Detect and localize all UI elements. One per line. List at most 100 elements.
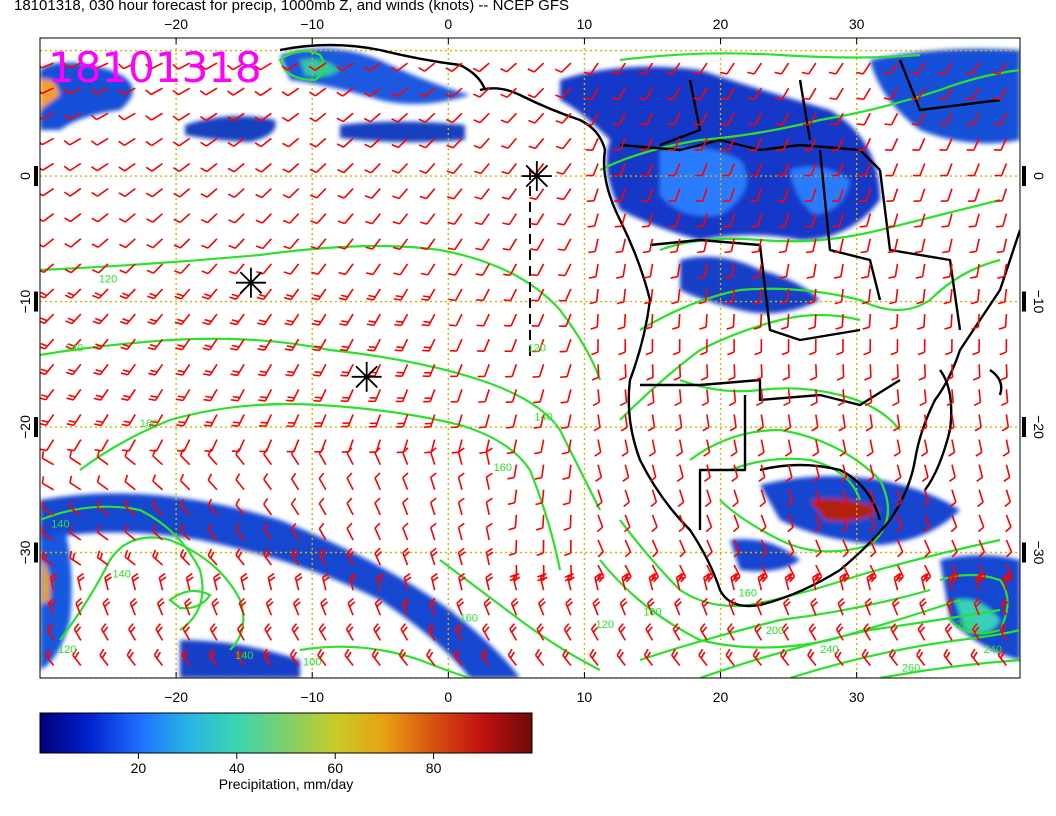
wind-barb xyxy=(282,188,300,199)
colorbar-tick-label: 40 xyxy=(229,760,245,776)
barb-flag xyxy=(540,572,547,579)
wind-barb xyxy=(199,112,218,122)
barb-flag xyxy=(77,572,84,579)
contour-label: 160 xyxy=(494,462,512,474)
barb-flag xyxy=(184,626,191,633)
barb-flag xyxy=(642,250,650,254)
barb-staff xyxy=(563,238,572,251)
barb-staff xyxy=(290,313,300,326)
barb-staff xyxy=(537,288,545,302)
barb-staff xyxy=(178,162,191,173)
wind-barb xyxy=(614,188,627,202)
barb-staff xyxy=(561,62,572,73)
barb-flag xyxy=(618,623,624,630)
barb-staff xyxy=(949,263,953,277)
barb-staff xyxy=(181,363,191,376)
wind-barb xyxy=(456,597,465,616)
barb-flag xyxy=(701,401,709,407)
barb-flag xyxy=(40,342,48,347)
barb-staff xyxy=(131,577,137,591)
barb-staff xyxy=(457,451,463,465)
barb-flag xyxy=(564,552,572,557)
wind-barb xyxy=(65,363,82,376)
barb-flag xyxy=(182,551,187,559)
barb-staff xyxy=(759,314,763,328)
barb-staff xyxy=(920,213,926,227)
wind-barb xyxy=(321,572,330,591)
barb-staff xyxy=(104,577,109,591)
wind-barb xyxy=(91,238,109,249)
barb-staff xyxy=(429,389,436,402)
barb-staff xyxy=(235,554,245,566)
barb-flag xyxy=(209,623,216,630)
wind-barb xyxy=(172,62,191,70)
wind-barb xyxy=(485,547,494,566)
barb-flag xyxy=(390,66,398,72)
barb-staff xyxy=(944,62,953,75)
barb-flag xyxy=(869,572,876,580)
barb-flag xyxy=(594,572,602,579)
contour-label: 260 xyxy=(902,663,920,675)
wind-barb xyxy=(90,62,109,70)
barb-staff xyxy=(97,456,109,466)
barb-flag xyxy=(41,476,45,484)
wind-barb xyxy=(535,489,545,506)
wind-barb xyxy=(726,314,735,330)
barb-staff xyxy=(75,602,82,616)
barb-flag xyxy=(374,522,381,529)
barb-flag xyxy=(643,648,649,656)
barb-flag xyxy=(701,626,708,633)
wind-barb xyxy=(485,447,493,465)
wind-barb xyxy=(174,313,191,326)
wind-barb xyxy=(257,313,273,326)
barb-flag xyxy=(291,623,298,630)
barb-flag xyxy=(1002,572,1010,579)
wind-barb xyxy=(320,597,329,616)
barb-flag xyxy=(727,651,733,659)
barb-flag xyxy=(781,623,788,630)
barb-flag xyxy=(950,526,958,533)
barb-flag xyxy=(398,648,404,656)
barb-staff xyxy=(671,654,681,666)
wind-barb xyxy=(96,475,109,491)
barb-flag xyxy=(95,394,103,398)
barb-flag xyxy=(63,139,71,146)
barb-staff xyxy=(842,464,848,478)
barb-staff xyxy=(923,439,929,453)
wind-barb xyxy=(131,572,140,591)
barb-staff xyxy=(397,137,409,149)
barb-staff xyxy=(158,577,164,591)
barb-flag xyxy=(966,123,974,126)
barb-flag xyxy=(561,426,569,430)
barb-staff xyxy=(811,577,817,591)
wind-barb xyxy=(508,514,518,531)
barb-staff xyxy=(597,564,605,578)
barb-staff xyxy=(205,112,218,122)
wind-barb xyxy=(561,414,572,430)
wind-barb xyxy=(230,363,245,377)
barb-staff xyxy=(263,528,273,541)
barb-flag xyxy=(652,576,659,583)
barb-staff xyxy=(646,138,654,151)
barb-flag xyxy=(238,626,245,633)
wind-barb xyxy=(263,472,273,491)
barb-staff xyxy=(836,112,844,126)
wind-barb xyxy=(72,648,82,666)
barb-staff xyxy=(124,455,136,466)
wind-barb xyxy=(366,288,381,301)
wind-barb xyxy=(118,162,136,172)
barb-flag xyxy=(374,497,381,504)
barb-flag xyxy=(458,447,465,453)
wind-barb xyxy=(939,138,953,152)
barb-staff xyxy=(400,628,409,641)
barb-staff xyxy=(457,502,463,516)
barb-flag xyxy=(701,597,708,604)
wind-barb xyxy=(677,489,685,508)
barb-staff xyxy=(97,238,109,248)
barb-flag xyxy=(699,623,706,630)
barb-staff xyxy=(287,62,300,71)
barb-flag xyxy=(99,648,105,656)
barb-flag xyxy=(121,397,129,402)
barb-staff xyxy=(316,213,327,224)
barb-flag xyxy=(64,217,71,223)
